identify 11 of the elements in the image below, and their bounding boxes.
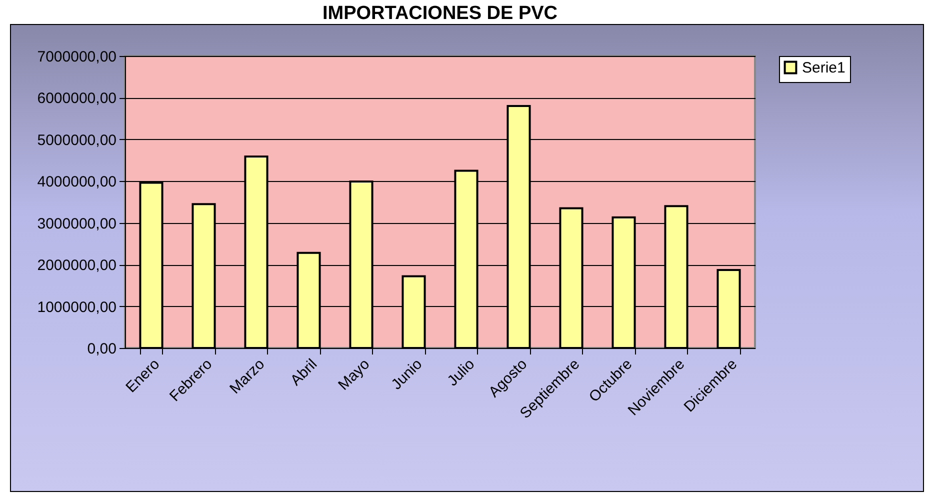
legend-label: Serie1 bbox=[802, 60, 846, 76]
y-tick-label: 7000000,00 bbox=[37, 48, 116, 66]
y-tick-label: 4000000,00 bbox=[37, 174, 116, 191]
y-tick-label: 3000000,00 bbox=[37, 215, 116, 232]
y-tick-label: 1000000,00 bbox=[37, 298, 116, 316]
x-tick-label: Julio bbox=[444, 356, 478, 390]
chart-title: IMPORTACIONES DE PVC bbox=[322, 3, 558, 24]
y-tick-label: 6000000,00 bbox=[37, 90, 116, 108]
y-tick-label: 2000000,00 bbox=[37, 257, 116, 274]
y-tick-label: 5000000,00 bbox=[37, 132, 116, 149]
y-tick-label: 0,00 bbox=[87, 340, 116, 358]
